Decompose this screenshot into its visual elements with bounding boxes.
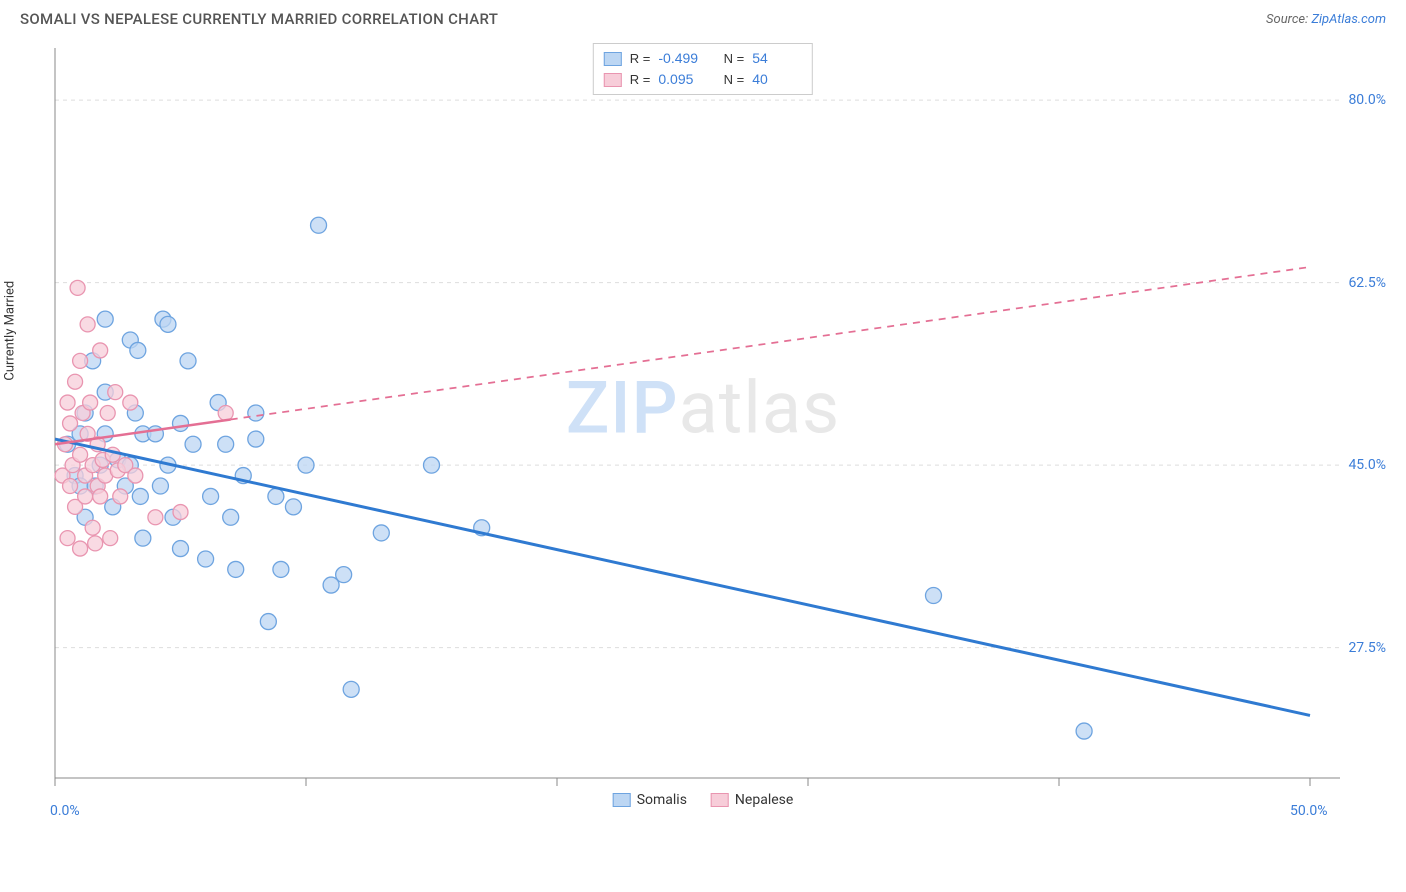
- chart-container: Currently Married ZIPatlas R =-0.499 N =…: [20, 38, 1386, 808]
- legend-label: Somalis: [637, 792, 687, 808]
- r-value: -0.499: [658, 48, 708, 69]
- legend-label: Nepalese: [735, 792, 793, 808]
- y-axis-label: Currently Married: [3, 281, 18, 381]
- chart-header: SOMALI VS NEPALESE CURRENTLY MARRIED COR…: [0, 0, 1406, 33]
- x-tick-min: 0.0%: [50, 803, 80, 819]
- chart-title: SOMALI VS NEPALESE CURRENTLY MARRIED COR…: [20, 10, 498, 28]
- source-link[interactable]: ZipAtlas.com: [1311, 12, 1386, 27]
- legend-swatch: [604, 52, 622, 66]
- scatter-chart: [20, 38, 1350, 808]
- n-label: N =: [716, 70, 744, 90]
- y-tick-label: 62.5%: [1348, 275, 1386, 291]
- correlation-row: R = 0.095 N = 40: [604, 69, 802, 90]
- correlation-row: R = -0.499 N = 54: [604, 48, 802, 69]
- y-tick-label: 80.0%: [1348, 92, 1386, 108]
- source-attribution: Source: ZipAtlas.com: [1266, 12, 1386, 27]
- legend-swatch: [604, 73, 622, 87]
- x-tick-max: 50.0%: [1290, 803, 1328, 819]
- source-label: Source:: [1266, 12, 1308, 27]
- legend-swatch: [711, 793, 729, 807]
- legend-swatch: [613, 793, 631, 807]
- n-label: N =: [716, 49, 744, 69]
- correlation-legend: R = -0.499 N = 54 R = 0.095 N = 40: [593, 43, 813, 95]
- r-value: 0.095: [658, 69, 708, 90]
- y-tick-label: 45.0%: [1348, 457, 1386, 473]
- y-tick-label: 27.5%: [1348, 640, 1386, 656]
- r-label: R =: [630, 70, 651, 90]
- r-label: R =: [630, 49, 651, 69]
- n-value: 54: [752, 48, 802, 69]
- n-value: 40: [752, 69, 802, 90]
